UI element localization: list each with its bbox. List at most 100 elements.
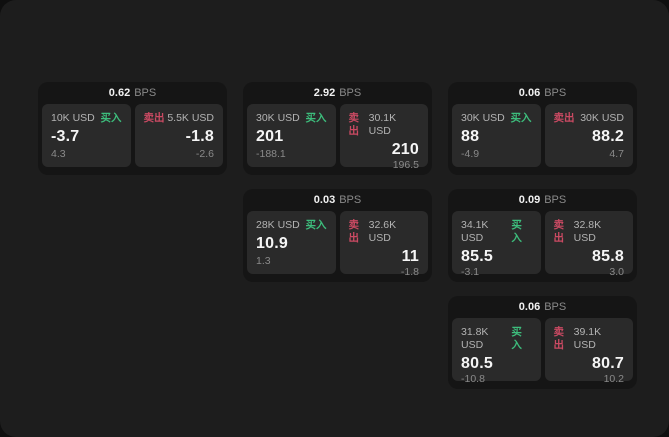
quote-tiles: 30K USD 买入 201 -188.1 卖出 30.1K USD 210 1… [243,104,432,171]
sell-change: 10.2 [603,373,624,385]
sell-price: 88.2 [592,128,624,145]
sell-amount: 39.1K USD [573,326,602,351]
buy-quote-tile[interactable]: 30K USD 买入 88 -4.9 [452,104,541,167]
buy-tile-top: 31.8K USD 买入 [461,326,532,352]
sell-change: -1.8 [400,266,419,278]
buy-tile-top: 34.1K USD 买入 [461,219,532,245]
quote-tiles: 31.8K USD 买入 80.5 -10.8 卖出 39.1K USD 80.… [448,318,637,385]
buy-amount: 28K USD [256,219,300,231]
sell-quote-tile[interactable]: 卖出 32.6K USD 11 -1.8 [339,211,428,278]
buy-amount: 31.8K USD [461,326,489,351]
buy-quote-tile[interactable]: 28K USD 买入 10.9 1.3 [247,211,336,274]
buy-change: 1.3 [256,255,271,267]
buy-quote-tile[interactable]: 31.8K USD 买入 80.5 -10.8 [452,318,541,385]
sell-tile-top: 卖出 39.1K USD [554,326,625,352]
sell-side-label: 卖出 [348,112,360,137]
buy-price: 10.9 [256,235,288,252]
buy-amount: 34.1K USD [461,219,489,244]
quote-card-2: 2.92 BPS 30K USD 买入 201 -188.1 卖出 30.1K … [243,82,432,175]
sell-side-label: 卖出 [143,112,165,124]
buy-side-label: 买入 [510,112,532,124]
bps-unit-label: BPS [544,301,567,313]
bps-value: 0.06 [518,87,541,99]
sell-change: -2.6 [195,148,214,160]
buy-tile-top: 10K USD 买入 [51,112,122,125]
sell-side-label: 卖出 [553,112,575,124]
bps-unit-label: BPS [134,87,157,99]
sell-amount: 32.6K USD [368,219,397,244]
buy-quote-tile[interactable]: 10K USD 买入 -3.7 4.3 [42,104,131,167]
sell-amount: 30.1K USD [368,112,397,137]
sell-quote-tile[interactable]: 卖出 30K USD 88.2 4.7 [544,104,633,167]
sell-quote-tile[interactable]: 卖出 39.1K USD 80.7 10.2 [544,318,633,385]
bps-unit-label: BPS [339,87,362,99]
sell-price: 85.8 [592,248,624,265]
bps-header: 0.03 BPS [243,189,432,211]
buy-amount: 30K USD [461,112,505,124]
bps-value: 0.03 [313,194,336,206]
sell-tile-top: 卖出 32.6K USD [349,219,420,245]
sell-amount: 30K USD [580,112,624,124]
bps-unit-label: BPS [544,87,567,99]
buy-change: -188.1 [256,148,286,160]
quote-card-5: 0.09 BPS 34.1K USD 买入 85.5 -3.1 卖出 32.8K… [448,189,637,282]
sell-side-label: 卖出 [348,219,360,244]
buy-price: 85.5 [461,248,493,265]
sell-change: 3.0 [609,266,624,278]
sell-quote-tile[interactable]: 卖出 5.5K USD -1.8 -2.6 [134,104,223,167]
sell-price: 210 [391,141,419,158]
buy-price: 88 [461,128,480,145]
buy-change: -3.1 [461,266,480,278]
bps-value: 0.06 [518,301,541,313]
quote-tiles: 10K USD 买入 -3.7 4.3 卖出 5.5K USD -1.8 -2.… [38,104,227,167]
buy-quote-tile[interactable]: 30K USD 买入 201 -188.1 [247,104,336,167]
buy-tile-top: 30K USD 买入 [256,112,327,125]
bps-value: 2.92 [313,87,336,99]
bps-header: 0.06 BPS [448,82,637,104]
buy-change: -10.8 [461,373,485,385]
sell-tile-top: 卖出 32.8K USD [554,219,625,245]
buy-side-label: 买入 [305,219,327,231]
sell-change: 4.7 [609,148,624,160]
buy-side-label: 买入 [511,326,522,351]
sell-amount: 32.8K USD [573,219,602,244]
bps-header: 0.06 BPS [448,296,637,318]
sell-tile-top: 卖出 5.5K USD [144,112,215,125]
sell-tile-top: 卖出 30K USD [554,112,625,125]
quote-tiles: 34.1K USD 买入 85.5 -3.1 卖出 32.8K USD 85.8… [448,211,637,278]
buy-price: 80.5 [461,355,493,372]
sell-price: 80.7 [592,355,624,372]
buy-side-label: 买入 [305,112,327,124]
sell-quote-tile[interactable]: 卖出 32.8K USD 85.8 3.0 [544,211,633,278]
quote-card-1: 0.62 BPS 10K USD 买入 -3.7 4.3 卖出 5.5K USD… [38,82,227,175]
buy-amount: 30K USD [256,112,300,124]
bps-unit-label: BPS [339,194,362,206]
sell-quote-tile[interactable]: 卖出 30.1K USD 210 196.5 [339,104,428,171]
sell-price: -1.8 [185,128,214,145]
quote-tiles: 28K USD 买入 10.9 1.3 卖出 32.6K USD 11 -1.8 [243,211,432,278]
buy-side-label: 买入 [100,112,122,124]
buy-price: -3.7 [51,128,80,145]
bps-header: 2.92 BPS [243,82,432,104]
quote-tiles: 30K USD 买入 88 -4.9 卖出 30K USD 88.2 4.7 [448,104,637,167]
buy-tile-top: 30K USD 买入 [461,112,532,125]
bps-value: 0.09 [518,194,541,206]
sell-tile-top: 卖出 30.1K USD [349,112,420,138]
bps-header: 0.62 BPS [38,82,227,104]
quote-card-3: 0.06 BPS 30K USD 买入 88 -4.9 卖出 30K USD 8… [448,82,637,175]
sell-side-label: 卖出 [553,326,565,351]
quote-card-6: 0.06 BPS 31.8K USD 买入 80.5 -10.8 卖出 39.1… [448,296,637,389]
buy-side-label: 买入 [511,219,522,244]
sell-side-label: 卖出 [553,219,565,244]
buy-change: -4.9 [461,148,480,160]
bps-header: 0.09 BPS [448,189,637,211]
sell-amount: 5.5K USD [167,112,214,124]
bps-unit-label: BPS [544,194,567,206]
buy-quote-tile[interactable]: 34.1K USD 买入 85.5 -3.1 [452,211,541,278]
quote-card-4: 0.03 BPS 28K USD 买入 10.9 1.3 卖出 32.6K US… [243,189,432,282]
buy-amount: 10K USD [51,112,95,124]
bps-value: 0.62 [108,87,131,99]
buy-price: 201 [256,128,284,145]
buy-change: 4.3 [51,148,66,160]
